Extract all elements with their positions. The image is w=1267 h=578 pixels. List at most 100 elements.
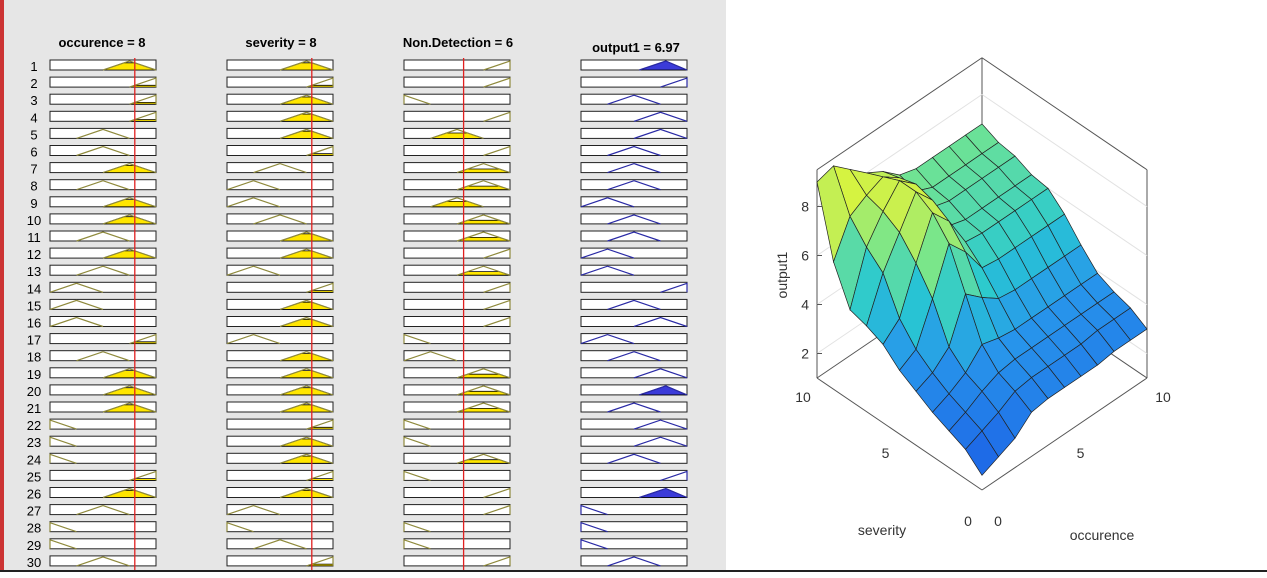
rule-cell[interactable] bbox=[226, 333, 334, 345]
rule-cell[interactable] bbox=[580, 521, 688, 533]
rule-cell[interactable] bbox=[226, 110, 334, 122]
rule-cell[interactable] bbox=[226, 521, 334, 533]
rule-cell[interactable] bbox=[49, 452, 157, 464]
rule-cell[interactable] bbox=[226, 162, 334, 174]
rule-cell[interactable] bbox=[226, 213, 334, 225]
rule-cell[interactable] bbox=[403, 145, 511, 157]
rule-cell[interactable] bbox=[49, 247, 157, 259]
rule-cell[interactable] bbox=[49, 76, 157, 88]
rule-cell[interactable] bbox=[580, 555, 688, 567]
rule-cell[interactable] bbox=[403, 127, 511, 139]
rule-cell[interactable] bbox=[580, 179, 688, 191]
rule-cell[interactable] bbox=[49, 418, 157, 430]
rule-cell[interactable] bbox=[580, 59, 688, 71]
rule-cell[interactable] bbox=[226, 367, 334, 379]
rule-cell[interactable] bbox=[403, 162, 511, 174]
rule-cell[interactable] bbox=[580, 384, 688, 396]
rule-cell[interactable] bbox=[226, 93, 334, 105]
rule-cell[interactable] bbox=[49, 401, 157, 413]
rule-cell[interactable] bbox=[226, 401, 334, 413]
rule-cell[interactable] bbox=[226, 418, 334, 430]
rule-cell[interactable] bbox=[226, 230, 334, 242]
rule-cell[interactable] bbox=[403, 538, 511, 550]
rule-cell[interactable] bbox=[403, 247, 511, 259]
rule-cell[interactable] bbox=[226, 316, 334, 328]
rule-cell[interactable] bbox=[49, 487, 157, 499]
rule-cell[interactable] bbox=[226, 538, 334, 550]
rule-cell[interactable] bbox=[403, 179, 511, 191]
rule-cell[interactable] bbox=[49, 298, 157, 310]
rule-cell[interactable] bbox=[49, 179, 157, 191]
rule-cell[interactable] bbox=[580, 196, 688, 208]
rule-cell[interactable] bbox=[580, 213, 688, 225]
rule-cell[interactable] bbox=[580, 76, 688, 88]
rule-cell[interactable] bbox=[226, 487, 334, 499]
rule-cell[interactable] bbox=[580, 367, 688, 379]
rule-cell[interactable] bbox=[580, 264, 688, 276]
rule-cell[interactable] bbox=[226, 145, 334, 157]
rule-cell[interactable] bbox=[49, 264, 157, 276]
rule-cell[interactable] bbox=[580, 230, 688, 242]
rule-cell[interactable] bbox=[403, 110, 511, 122]
rule-cell[interactable] bbox=[226, 469, 334, 481]
rule-cell[interactable] bbox=[49, 435, 157, 447]
rule-cell[interactable] bbox=[49, 367, 157, 379]
rule-cell[interactable] bbox=[403, 333, 511, 345]
rule-cell[interactable] bbox=[403, 521, 511, 533]
rule-cell[interactable] bbox=[226, 555, 334, 567]
rule-cell[interactable] bbox=[49, 281, 157, 293]
rule-cell[interactable] bbox=[403, 452, 511, 464]
rule-cell[interactable] bbox=[49, 316, 157, 328]
rule-cell[interactable] bbox=[403, 93, 511, 105]
rule-cell[interactable] bbox=[403, 281, 511, 293]
rule-cell[interactable] bbox=[403, 316, 511, 328]
rule-cell[interactable] bbox=[580, 469, 688, 481]
rule-cell[interactable] bbox=[226, 247, 334, 259]
rule-cell[interactable] bbox=[226, 384, 334, 396]
rule-cell[interactable] bbox=[49, 333, 157, 345]
rule-cell[interactable] bbox=[403, 384, 511, 396]
rule-cell[interactable] bbox=[403, 59, 511, 71]
rule-cell[interactable] bbox=[403, 401, 511, 413]
rule-cell[interactable] bbox=[580, 401, 688, 413]
rule-cell[interactable] bbox=[226, 76, 334, 88]
rule-cell[interactable] bbox=[403, 487, 511, 499]
rule-cell[interactable] bbox=[49, 521, 157, 533]
rule-cell[interactable] bbox=[580, 127, 688, 139]
rule-cell[interactable] bbox=[580, 418, 688, 430]
rule-cell[interactable] bbox=[580, 333, 688, 345]
rule-cell[interactable] bbox=[49, 59, 157, 71]
rule-cell[interactable] bbox=[403, 555, 511, 567]
rule-cell[interactable] bbox=[226, 504, 334, 516]
rule-cell[interactable] bbox=[403, 418, 511, 430]
rule-cell[interactable] bbox=[49, 555, 157, 567]
rule-cell[interactable] bbox=[226, 350, 334, 362]
rule-cell[interactable] bbox=[226, 127, 334, 139]
rule-cell[interactable] bbox=[49, 469, 157, 481]
rule-cell[interactable] bbox=[226, 196, 334, 208]
rule-cell[interactable] bbox=[226, 281, 334, 293]
rule-cell[interactable] bbox=[49, 504, 157, 516]
rule-cell[interactable] bbox=[226, 264, 334, 276]
rule-cell[interactable] bbox=[226, 59, 334, 71]
rule-cell[interactable] bbox=[403, 367, 511, 379]
rule-cell[interactable] bbox=[49, 127, 157, 139]
rule-cell[interactable] bbox=[49, 384, 157, 396]
rule-cell[interactable] bbox=[49, 538, 157, 550]
rule-cell[interactable] bbox=[403, 298, 511, 310]
rule-cell[interactable] bbox=[403, 350, 511, 362]
rule-cell[interactable] bbox=[403, 213, 511, 225]
rule-cell[interactable] bbox=[49, 145, 157, 157]
rule-cell[interactable] bbox=[49, 350, 157, 362]
rule-cell[interactable] bbox=[49, 93, 157, 105]
rule-cell[interactable] bbox=[49, 230, 157, 242]
rule-cell[interactable] bbox=[580, 93, 688, 105]
rule-cell[interactable] bbox=[580, 350, 688, 362]
rule-cell[interactable] bbox=[49, 213, 157, 225]
rule-cell[interactable] bbox=[580, 281, 688, 293]
rule-cell[interactable] bbox=[403, 504, 511, 516]
rule-cell[interactable] bbox=[580, 435, 688, 447]
rule-cell[interactable] bbox=[580, 298, 688, 310]
rule-cell[interactable] bbox=[580, 145, 688, 157]
rule-cell[interactable] bbox=[580, 487, 688, 499]
